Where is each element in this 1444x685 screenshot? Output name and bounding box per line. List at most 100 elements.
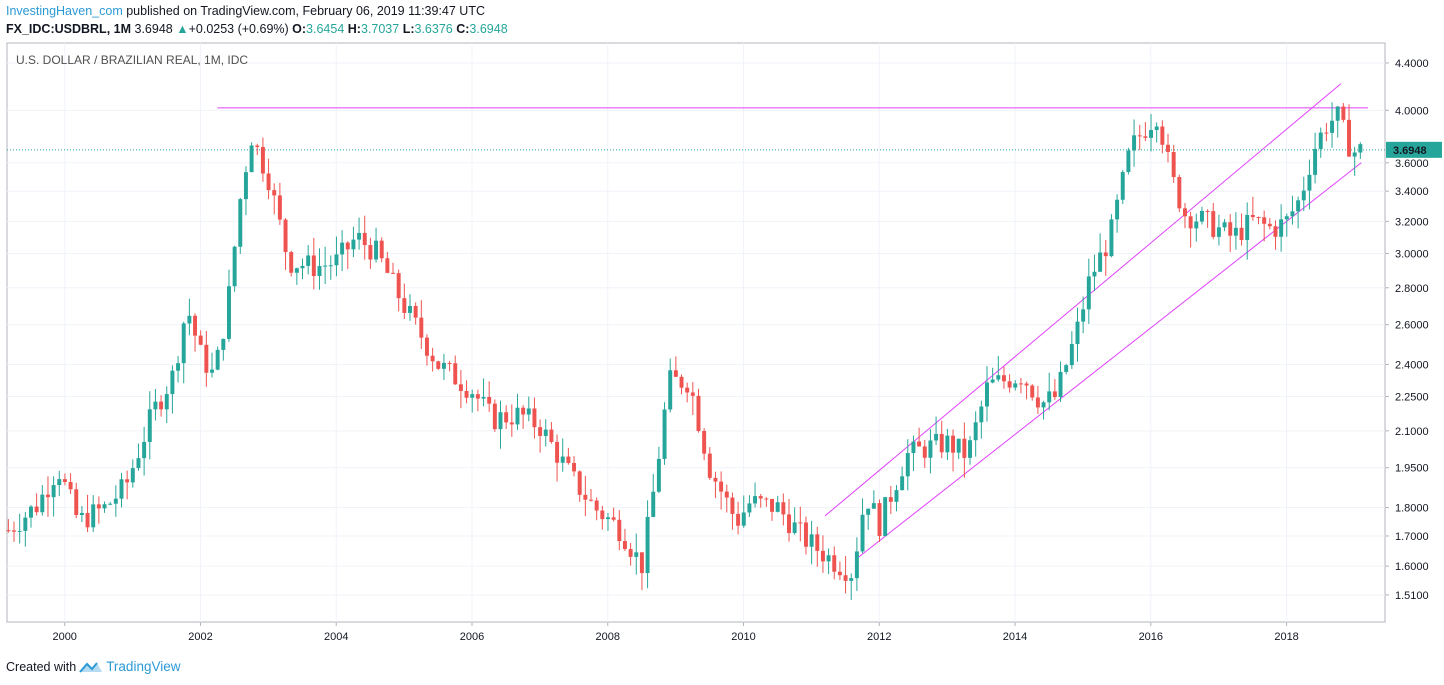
last-price-tag [1386,141,1442,158]
y-tick-label: 2.8000 [1395,283,1429,295]
candle-body [464,390,469,398]
candle-body [543,429,548,436]
candle-body [226,286,231,339]
candle-body [753,496,758,504]
candle-body [193,315,198,336]
candle-body [176,363,181,371]
candle-body [560,456,565,463]
candle-body [492,403,497,430]
candle-body [968,440,972,458]
candle-body [430,355,435,362]
candle-body [1250,214,1255,218]
candle-body [803,522,808,547]
candle-body [1166,144,1170,152]
candle-body [719,481,724,492]
candle-body [504,412,509,423]
candle-body [1126,150,1131,173]
candle-body [1205,210,1210,212]
x-tick-label: 2008 [596,631,620,643]
candle-body [866,508,871,515]
candle-body [6,530,11,532]
y-tick-label: 3.2000 [1395,216,1429,228]
candle-body [1273,226,1278,237]
candle-body [985,382,989,407]
candle-body [487,396,492,404]
author-link[interactable]: InvestingHaven_com [6,4,123,18]
candle-body [673,370,678,377]
candle-body [272,190,277,196]
candle-body [945,435,950,453]
candle-body [622,541,627,550]
candle-body [770,498,775,512]
candle-body [1211,211,1216,237]
candle-body [617,519,622,542]
candle-body [1092,271,1097,277]
candle-body [181,323,186,364]
x-tick-label: 2018 [1274,631,1298,643]
candle-body [572,462,577,472]
candle-body [758,496,763,499]
candle-body [668,370,673,410]
candle-body [283,219,288,253]
candle-body [300,265,305,269]
candle-body [1284,216,1289,220]
candle-body [730,497,735,514]
y-tick-label: 1.9500 [1395,463,1429,475]
candle-body [243,172,248,200]
candle-body [12,530,16,532]
candle-body [323,265,328,267]
candle-body [922,446,927,458]
candle-body [108,503,113,505]
candle-body [40,494,45,513]
candle-body [1216,227,1221,237]
close-value: 3.6948 [469,22,508,36]
candle-body [911,441,916,454]
candle-body [1228,222,1233,236]
candle-body [357,232,362,240]
y-tick-label: 2.4000 [1395,359,1429,371]
x-tick-label: 2010 [731,631,755,643]
y-tick-label: 4.4000 [1395,58,1429,70]
y-tick-label: 2.2500 [1395,392,1429,404]
candle-body [351,239,356,250]
candle-body [651,491,656,517]
candle-body [990,379,995,383]
candle-body [939,433,944,453]
candle-body [249,145,254,173]
candle-body [837,571,842,576]
candle-body [102,504,107,509]
candle-body [600,510,605,520]
candle-body [815,534,820,551]
candle-body [1352,152,1357,157]
y-tick-label: 1.7000 [1395,531,1429,543]
y-tick-label: 2.1000 [1395,426,1429,438]
candle-body [1307,174,1312,191]
candle-body [447,362,452,364]
tradingview-brand[interactable]: TradingView [106,659,181,674]
candle-body [453,363,458,385]
candle-body [747,503,752,513]
candle-body [549,429,554,442]
published-text: published on TradingView.com, February 0… [126,4,486,18]
candle-body [125,479,130,483]
publish-line: InvestingHaven_com published on TradingV… [6,4,485,18]
candle-body [634,552,639,557]
candle-body [538,427,543,436]
candle-body [130,468,135,483]
candle-body [843,575,848,581]
candle-body [1301,190,1306,201]
candle-body [470,394,475,398]
candle-body [260,146,265,174]
candle-body [566,456,571,463]
candle-body [368,245,373,260]
footer: Created with TradingView [6,659,180,674]
candle-body [57,479,62,486]
price-chart[interactable]: 1.5100 1.6000 1.7000 1.8000 1.9500 2.1000 2.25… [0,40,1444,652]
candle-body [159,401,164,410]
candle-body [119,479,124,499]
candle-body [475,394,480,399]
candle-body [96,504,101,509]
candle-body [210,369,214,373]
low-value: 3.6376 [414,22,453,36]
symbol-label: FX_IDC:USDBRL, 1M [6,22,132,36]
